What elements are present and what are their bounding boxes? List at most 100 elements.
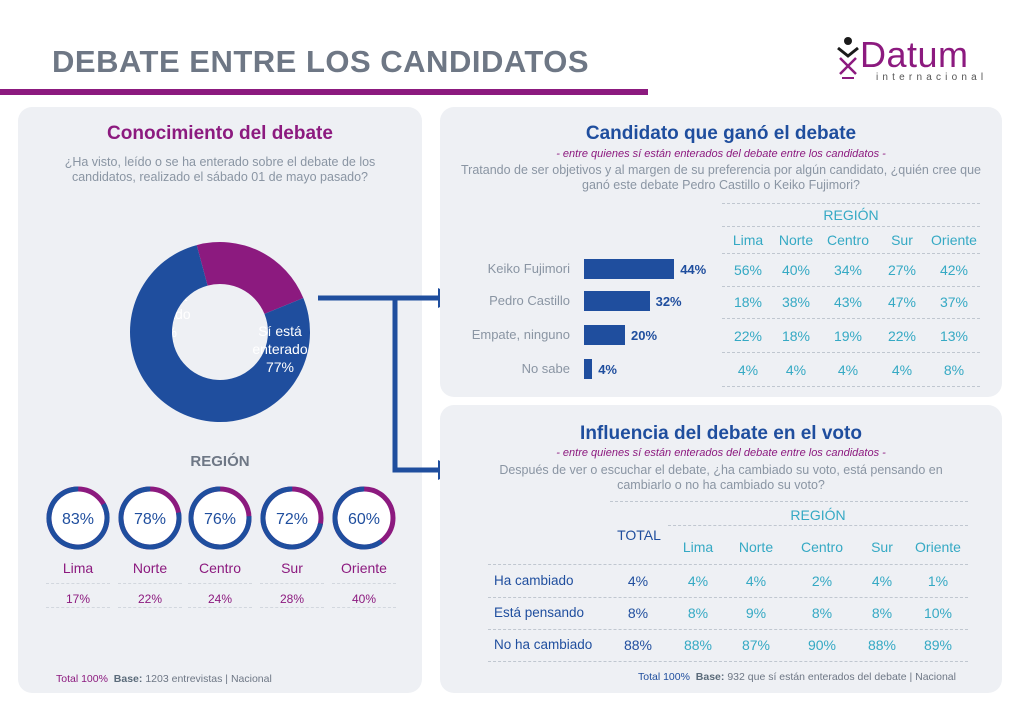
table-column-header: Lima — [732, 232, 764, 248]
table-cell: 8% — [871, 605, 893, 621]
donut-slice-label: enterado — [252, 341, 307, 357]
footer-total: Total 100% — [638, 671, 690, 683]
region-name: Lima — [62, 560, 94, 576]
table-cell: 40% — [781, 262, 811, 278]
table-cell: 1% — [927, 573, 949, 589]
footer-base: 1203 entrevistas | Nacional — [145, 673, 272, 685]
awareness-panel: Conocimiento del debate ¿Ha visto, leído… — [18, 107, 422, 693]
vote-influence-panel: Influencia del debate en el voto - entre… — [440, 405, 1002, 693]
table-divider — [488, 629, 968, 630]
table-divider — [722, 203, 980, 204]
table-cell: 4% — [687, 573, 709, 589]
donut-slice — [130, 245, 311, 422]
table-cell: 18% — [781, 328, 811, 344]
region-not-aware-value: 24% — [207, 592, 233, 606]
awareness-question: ¿Ha visto, leído o se ha enterado sobre … — [64, 155, 376, 184]
table-cell: 43% — [833, 294, 863, 310]
region-divider — [46, 583, 110, 584]
table-divider — [488, 661, 968, 662]
table-divider — [668, 525, 968, 526]
bar-category-label: Pedro Castillo — [489, 293, 570, 308]
donut-slice — [196, 242, 304, 314]
table-divider — [488, 597, 968, 598]
footer-base-label: Base: — [695, 671, 725, 683]
table-divider — [610, 501, 968, 502]
table-cell: 42% — [939, 262, 969, 278]
table-divider — [722, 286, 980, 287]
region-ring-aware — [260, 486, 324, 550]
table-divider — [722, 226, 980, 227]
bar-mark — [584, 325, 625, 345]
table-cell: 22% — [733, 328, 763, 344]
table-cell: 13% — [939, 328, 969, 344]
region-name: Sur — [281, 560, 303, 576]
datum-logo: Datum internacional — [836, 34, 996, 86]
table-cell: 9% — [745, 605, 767, 621]
table-region-header: REGIÓN — [790, 507, 846, 523]
bar-value-label: 4% — [598, 362, 617, 377]
region-ring-aware — [188, 486, 252, 550]
table-row-label: Ha cambiado — [494, 573, 574, 588]
table-cell: 47% — [887, 294, 917, 310]
table-cell: 34% — [833, 262, 863, 278]
bar-value-label: 20% — [631, 328, 658, 343]
footer-base-label: Base: — [113, 673, 143, 685]
table-cell: 8% — [687, 605, 709, 621]
table-divider — [488, 564, 968, 565]
bar-mark — [584, 291, 650, 311]
awareness-footer: Total 100% Base: 1203 entrevistas | Naci… — [56, 673, 272, 685]
bar-category-label: Empate, ninguno — [471, 327, 570, 342]
table-column-header: Norte — [778, 232, 814, 248]
table-column-header: Centro — [800, 539, 844, 555]
table-column-header: Oriente — [931, 232, 977, 248]
table-region-header: REGIÓN — [823, 207, 879, 223]
region-divider — [46, 607, 110, 608]
influence-subtitle: - entre quienes sí están enterados del d… — [556, 447, 886, 459]
influence-footer: Total 100% Base: 932 que sí están entera… — [638, 671, 956, 683]
bar-category-label: Keiko Fujimori — [487, 261, 570, 276]
footer-base: 932 que sí están enterados del debate | … — [727, 671, 956, 683]
page-title: DEBATE ENTRE LOS CANDIDATOS — [52, 44, 590, 79]
region-ring-value: 72% — [276, 511, 308, 528]
bar-value-label: 32% — [655, 294, 682, 309]
region-not-aware-value: 28% — [279, 592, 305, 606]
table-column-header: Centro — [826, 232, 870, 248]
region-divider — [260, 583, 324, 584]
table-cell: 27% — [887, 262, 917, 278]
table-cell: 90% — [807, 637, 837, 653]
table-row-label: Está pensando — [494, 605, 585, 620]
table-cell: 2% — [811, 573, 833, 589]
logo-figure-icon — [837, 37, 859, 79]
table-divider — [722, 386, 980, 387]
region-ring-value: 83% — [62, 511, 94, 528]
region-ring-value: 76% — [204, 511, 236, 528]
table-cell: 4% — [737, 362, 759, 378]
logo-wordmark: Datum — [860, 34, 969, 75]
winner-question: Tratando de ser objetivos y al margen de… — [461, 163, 981, 192]
donut-slice-label: 77% — [266, 359, 294, 375]
table-cell: 22% — [887, 328, 917, 344]
region-name: Centro — [198, 560, 242, 576]
table-cell: 4% — [871, 573, 893, 589]
table-divider — [722, 253, 980, 254]
region-ring-value: 60% — [348, 511, 380, 528]
awareness-title: Conocimiento del debate — [107, 123, 333, 144]
winner-subtitle: - entre quienes sí están enterados del d… — [556, 148, 886, 160]
title-underline — [0, 89, 648, 95]
table-total-cell: 88% — [623, 637, 653, 653]
region-divider — [188, 607, 252, 608]
table-total-cell: 4% — [627, 573, 649, 589]
table-column-header: Norte — [738, 539, 774, 555]
table-divider — [722, 318, 980, 319]
table-cell: 56% — [733, 262, 763, 278]
table-cell: 88% — [867, 637, 897, 653]
influence-title: Influencia del debate en el voto — [580, 423, 862, 444]
table-cell: 38% — [781, 294, 811, 310]
table-cell: 8% — [811, 605, 833, 621]
table-column-header: Sur — [891, 232, 913, 248]
region-divider — [332, 607, 396, 608]
bar-mark — [584, 359, 593, 379]
region-divider — [332, 583, 396, 584]
table-row-label: No ha cambiado — [494, 637, 593, 652]
